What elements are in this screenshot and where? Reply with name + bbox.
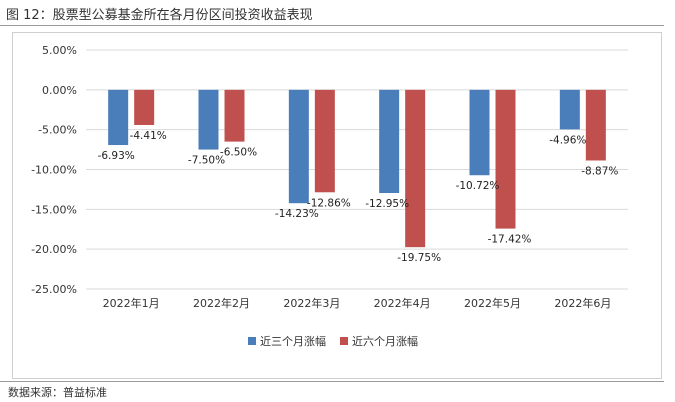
data-label: -12.86% <box>307 197 351 209</box>
data-label: -6.93% <box>98 150 135 162</box>
bar-six-month <box>405 89 426 248</box>
chart-frame <box>12 32 662 379</box>
x-axis-tick-labels: 2022年1月 2022年2月 2022年3月 2022年4月 2022年5月 2022年… <box>103 296 612 310</box>
bar-six-month <box>495 89 516 229</box>
figure-title: 图 12：股票型公募基金所在各月份区间投资收益表现 <box>6 8 313 23</box>
legend-swatch <box>340 337 348 345</box>
y-tick-label: -20.00% <box>31 243 77 256</box>
x-tick-label: 2022年2月 <box>193 296 250 310</box>
legend: 近三个月涨幅 近六个月涨幅 <box>248 335 418 348</box>
data-label: -14.23% <box>275 208 319 220</box>
x-tick-label: 2022年6月 <box>554 296 611 310</box>
data-label: -12.95% <box>365 198 409 210</box>
bar-three-month <box>469 89 490 176</box>
data-label: -17.42% <box>488 234 532 246</box>
data-label: -4.96% <box>549 134 586 146</box>
bar-six-month <box>585 89 606 161</box>
data-labels: -6.93% -7.50% -14.23% -12.95% -10.72% -4.96% -… <box>98 130 619 264</box>
bar-three-month <box>108 89 129 146</box>
x-tick-label: 2022年5月 <box>464 296 521 310</box>
data-label: -7.50% <box>188 155 225 167</box>
bottom-rule <box>0 381 664 382</box>
x-tick-label: 2022年1月 <box>103 296 160 310</box>
bar-six-month <box>134 89 155 125</box>
bars <box>108 89 606 248</box>
data-label: -8.87% <box>581 165 618 177</box>
y-tick-label: 0.00% <box>42 84 77 97</box>
top-rule <box>0 25 664 26</box>
bar-three-month <box>379 89 400 194</box>
bar-three-month <box>559 89 580 130</box>
y-tick-label: 5.00% <box>42 44 77 57</box>
legend-label: 近三个月涨幅 <box>260 335 326 348</box>
data-label: -10.72% <box>456 180 500 192</box>
data-label: -19.75% <box>397 252 441 264</box>
bar-six-month <box>224 89 245 142</box>
x-tick-label: 2022年3月 <box>283 296 340 310</box>
y-tick-label: -5.00% <box>38 124 77 137</box>
y-tick-label: -25.00% <box>31 283 77 296</box>
legend-label: 近六个月涨幅 <box>352 335 418 348</box>
data-label: -6.50% <box>220 147 257 159</box>
gridlines <box>86 49 628 290</box>
y-axis-tick-labels: 5.00% 0.00% -5.00% -10.00% -15.00% -20.00% -25… <box>31 44 77 296</box>
bar-six-month <box>314 89 335 193</box>
data-label: -4.41% <box>130 130 167 142</box>
legend-swatch <box>248 337 256 345</box>
y-tick-label: -15.00% <box>31 203 77 216</box>
bar-three-month <box>198 89 219 150</box>
bar-three-month <box>288 89 309 204</box>
data-source-note: 数据来源：普益标准 <box>8 386 107 399</box>
x-tick-label: 2022年4月 <box>374 296 431 310</box>
y-tick-label: -10.00% <box>31 164 77 177</box>
